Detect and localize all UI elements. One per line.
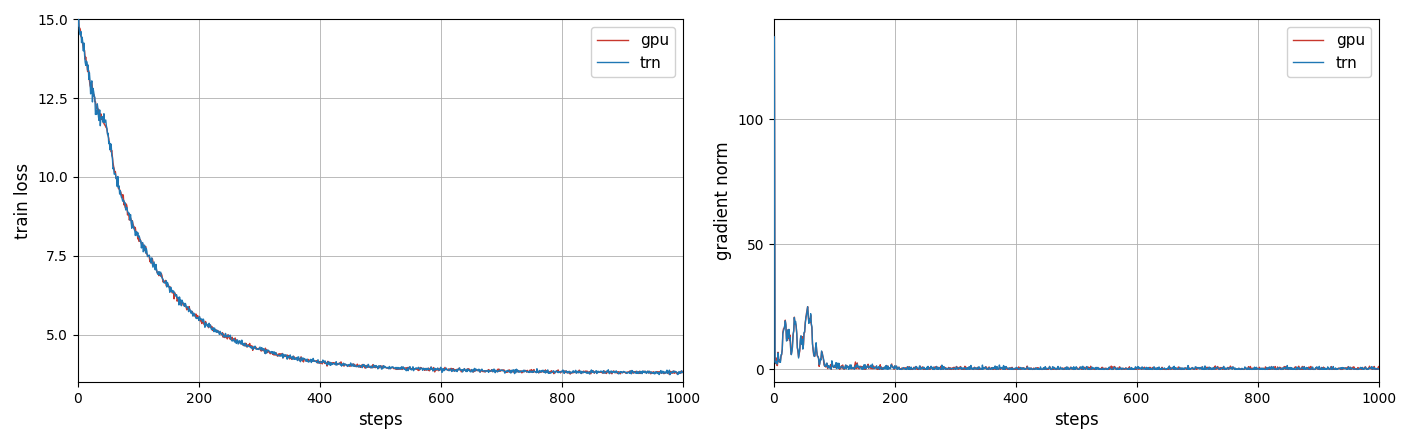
gpu <box>107 169 124 174</box>
Legend: gpu, trn: gpu, trn <box>591 27 675 77</box>
gpu <box>1261 367 1277 372</box>
gpu <box>766 42 783 47</box>
gpu <box>646 369 663 374</box>
Line: trn: trn <box>78 13 682 375</box>
gpu <box>823 367 840 372</box>
gpu <box>1342 365 1359 370</box>
trn <box>646 370 663 375</box>
gpu <box>674 369 691 374</box>
gpu <box>69 26 86 31</box>
trn <box>661 372 678 377</box>
trn <box>107 171 124 176</box>
gpu <box>1301 366 1318 371</box>
trn <box>1261 365 1277 370</box>
gpu <box>1238 365 1255 371</box>
trn <box>193 317 210 322</box>
trn <box>541 371 558 376</box>
Line: gpu: gpu <box>774 36 1379 369</box>
gpu <box>605 369 622 374</box>
gpu <box>661 372 678 377</box>
trn <box>766 42 783 47</box>
trn <box>1238 365 1255 371</box>
trn <box>564 370 581 375</box>
Line: trn: trn <box>774 37 1379 369</box>
trn <box>605 369 622 375</box>
gpu <box>766 34 783 39</box>
trn <box>840 367 857 372</box>
gpu <box>193 319 210 325</box>
X-axis label: steps: steps <box>1053 411 1098 429</box>
gpu <box>890 365 907 370</box>
trn <box>1371 366 1387 372</box>
Legend: gpu, trn: gpu, trn <box>1287 27 1371 77</box>
trn <box>802 321 819 326</box>
trn <box>1342 365 1359 370</box>
gpu <box>1371 364 1387 369</box>
trn <box>890 367 907 372</box>
gpu <box>70 17 87 22</box>
trn <box>674 370 691 375</box>
Y-axis label: gradient norm: gradient norm <box>713 141 732 260</box>
Y-axis label: train loss: train loss <box>14 163 32 239</box>
trn <box>69 23 86 28</box>
gpu <box>802 322 819 327</box>
trn <box>1301 367 1318 372</box>
trn <box>70 11 87 16</box>
trn <box>766 34 783 39</box>
Line: gpu: gpu <box>78 19 682 374</box>
gpu <box>564 370 581 376</box>
X-axis label: steps: steps <box>358 411 403 429</box>
gpu <box>541 369 558 374</box>
